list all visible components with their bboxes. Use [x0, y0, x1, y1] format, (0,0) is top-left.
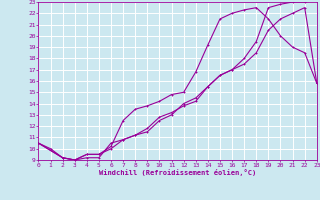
X-axis label: Windchill (Refroidissement éolien,°C): Windchill (Refroidissement éolien,°C)	[99, 169, 256, 176]
